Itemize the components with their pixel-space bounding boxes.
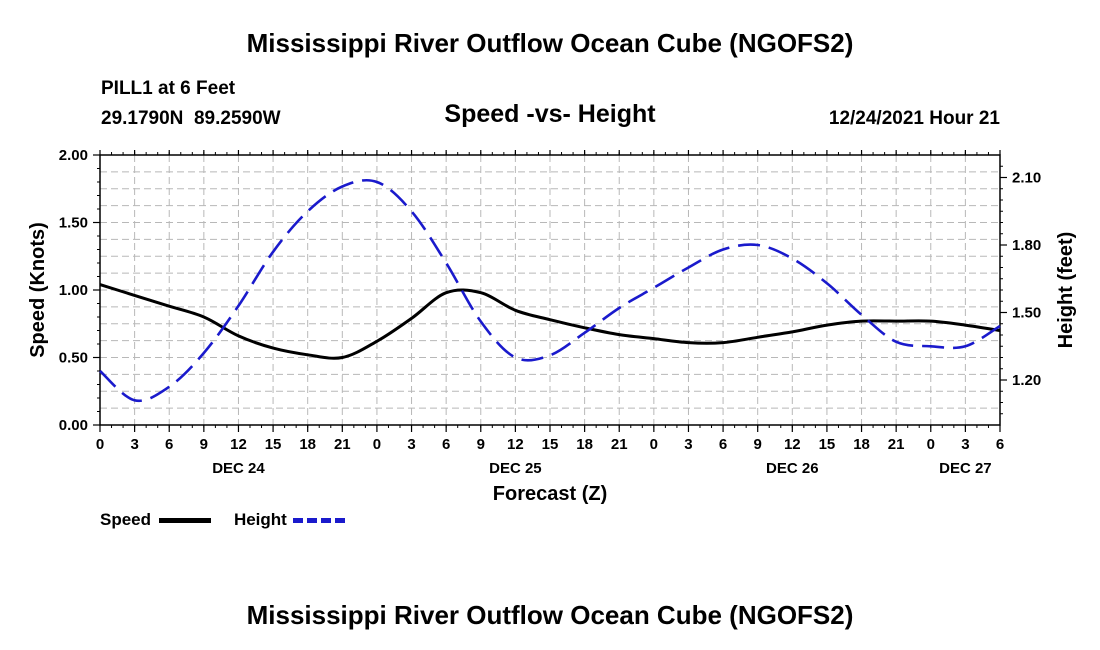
x-tick-label: 18	[853, 436, 870, 453]
date-label: DEC 24	[212, 460, 265, 477]
legend-height-swatch	[293, 518, 346, 524]
x-tick-label: 3	[684, 436, 692, 453]
legend: Speed Height	[100, 510, 346, 530]
x-tick-label: 0	[927, 436, 935, 453]
chart-title: Mississippi River Outflow Ocean Cube (NG…	[246, 28, 854, 58]
x-tick-label: 6	[719, 436, 727, 453]
station-label: PILL1 at 6 Feet	[101, 78, 236, 99]
y-left-tick-label: 0.50	[59, 350, 88, 367]
tick-labels: 0 3 6 9 12 15 18 21 0 3 6 9 12 15 18 21 0 3 6 9 12 15 18 21 0 3 6 0…	[59, 147, 1041, 477]
y-left-tick-label: 0.00	[59, 417, 88, 434]
x-tick-label: 6	[996, 436, 1004, 453]
x-tick-label: 6	[442, 436, 450, 453]
x-tick-label: 9	[200, 436, 208, 453]
x-tick-label: 12	[230, 436, 247, 453]
speed-height-chart: 0 3 6 9 12 15 18 21 0 3 6 9 12 15 18 21 0 3 6 9 12 15 18 21 0 3 6 0…	[27, 147, 1077, 505]
x-tick-label: 0	[373, 436, 381, 453]
date-label: DEC 25	[489, 460, 542, 477]
legend-height-label: Height	[233, 510, 287, 529]
x-tick-label: 3	[130, 436, 138, 453]
x-tick-label: 12	[784, 436, 801, 453]
x-tick-label: 3	[407, 436, 415, 453]
y-right-tick-label: 1.80	[1012, 237, 1041, 254]
date-label: DEC 27	[939, 460, 992, 477]
legend-speed-label: Speed	[100, 510, 152, 529]
y-left-tick-label: 2.00	[59, 147, 88, 164]
x-tick-label: 9	[477, 436, 485, 453]
grid-lines	[100, 155, 1000, 425]
forecast-datetime: 12/24/2021 Hour 21	[828, 108, 1000, 129]
y-left-tick-label: 1.50	[59, 215, 88, 232]
x-tick-label: 18	[299, 436, 316, 453]
legend-speed-swatch	[159, 518, 212, 524]
date-label: DEC 26	[766, 460, 819, 477]
speed-series-line	[99, 283, 1001, 360]
x-tick-label: 0	[96, 436, 104, 453]
x-tick-label: 15	[265, 436, 282, 453]
x-tick-label: 9	[754, 436, 762, 453]
height-series-line	[99, 178, 1001, 403]
x-axis-label: Forecast (Z)	[493, 483, 607, 505]
y-right-tick-label: 1.20	[1012, 372, 1041, 389]
x-tick-label: 15	[819, 436, 836, 453]
y-right-tick-label: 1.50	[1012, 305, 1041, 322]
footer-title: Mississippi River Outflow Ocean Cube (NG…	[246, 600, 854, 630]
x-tick-label: 21	[611, 436, 628, 453]
x-tick-label: 3	[961, 436, 969, 453]
x-tick-label: 0	[650, 436, 658, 453]
x-tick-label: 12	[507, 436, 524, 453]
station-coordinates: 29.1790N 89.2590W	[101, 108, 281, 129]
x-tick-label: 18	[576, 436, 593, 453]
chart-subtitle: Speed -vs- Height	[444, 100, 656, 128]
plot-frame	[99, 154, 1001, 426]
x-tick-label: 21	[888, 436, 905, 453]
x-tick-label: 21	[334, 436, 351, 453]
y-axis-right-label: Height (feet)	[1055, 232, 1077, 349]
y-right-tick-label: 2.10	[1012, 170, 1041, 187]
x-tick-label: 15	[542, 436, 559, 453]
x-tick-label: 6	[165, 436, 173, 453]
y-left-tick-label: 1.00	[59, 282, 88, 299]
y-axis-left-label: Speed (Knots)	[27, 222, 49, 358]
